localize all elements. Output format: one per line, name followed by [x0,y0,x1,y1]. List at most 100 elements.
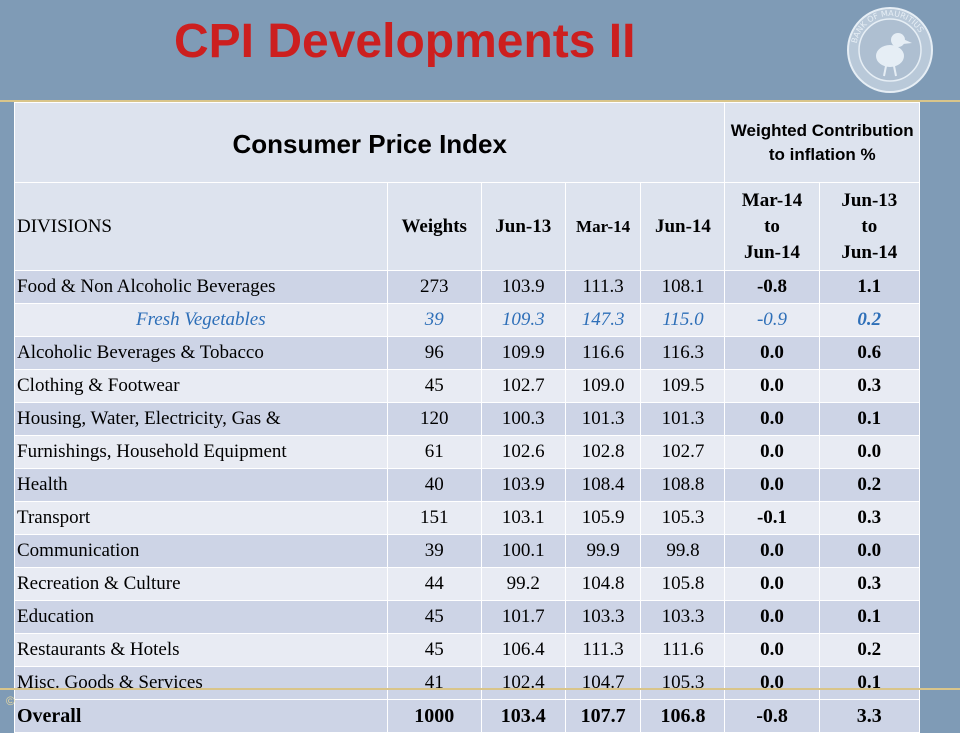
table-title: Consumer Price Index [13,102,726,183]
cell-weight: 45 [386,369,482,403]
cell-contrib-2: 0.3 [818,567,921,601]
cell-mar14: 99.9 [564,534,642,568]
header-divider [0,100,960,102]
cell-jun14: 106.8 [640,699,726,733]
cell-name: Housing, Water, Electricity, Gas & [14,402,388,436]
cell-contrib-1: 0.0 [724,402,820,436]
cell-contrib-2: 0.1 [818,402,921,436]
cell-weight: 61 [386,435,482,469]
cell-jun13: 102.7 [480,369,566,403]
cell-mar14: 101.3 [564,402,642,436]
slide-title: CPI Developments II [174,15,636,68]
cell-jun13: 103.9 [480,270,566,304]
cell-jun13: 103.9 [480,468,566,502]
col-c2-line1: Jun-13 [841,189,898,211]
cell-weight: 96 [386,336,482,370]
cell-contrib-1: 0.0 [724,435,820,469]
cell-jun13: 103.1 [480,501,566,535]
table-row: Housing, Water, Electricity, Gas & 120 100… [14,402,921,436]
cell-jun13: 100.1 [480,534,566,568]
cell-mar14: 107.7 [564,699,642,733]
cell-contrib-2: 0.3 [818,369,921,403]
cell-contrib-1: 0.0 [724,600,820,634]
cell-weight: 273 [386,270,482,304]
cell-contrib-1: -0.9 [724,303,820,337]
col-c1-line2: to [764,215,780,237]
cpi-table: Consumer Price Index Weighted Contributi… [13,102,921,733]
cell-contrib-2: 0.1 [818,666,921,700]
cell-jun13: 103.4 [480,699,566,733]
cell-jun13: 102.4 [480,666,566,700]
col-c1-line3: Jun-14 [744,241,800,263]
cell-weight: 39 [386,303,482,337]
cell-name: Alcoholic Beverages & Tobacco [14,336,388,370]
table-body: Food & Non Alcoholic Beverages 273 103.9 11… [14,270,921,700]
cell-contrib-2: 1.1 [818,270,921,304]
col-c2-line3: Jun-14 [841,241,898,263]
cell-jun14: 99.8 [640,534,726,568]
col-contrib-mar14-jun14: Mar-14 to Jun-14 [724,182,820,271]
cell-contrib-1: -0.8 [724,270,820,304]
cell-jun13: 100.3 [480,402,566,436]
cell-weight: 39 [386,534,482,568]
cell-name: Overall [14,699,388,733]
cell-name: Food & Non Alcoholic Beverages [14,270,388,304]
cell-jun14: 105.3 [640,501,726,535]
cell-name: Education [14,600,388,634]
table-row: Recreation & Culture 44 99.2 104.8 105.8 0.0 0… [14,567,921,601]
cell-jun13: 109.3 [480,303,566,337]
table-row: Communication 39 100.1 99.9 99.8 0.0 0.0 [14,534,921,568]
table-row: Alcoholic Beverages & Tobacco 96 109.9 116.… [14,336,921,370]
contribution-header: Weighted Contribution to inflation % [724,102,920,183]
cell-name: Transport [14,501,388,535]
col-jun14: Jun-14 [640,182,726,271]
cell-jun14: 105.8 [640,567,726,601]
cell-weight: 151 [386,501,482,535]
cell-mar14: 109.0 [564,369,642,403]
cell-weight: 41 [386,666,482,700]
cell-contrib-1: -0.1 [724,501,820,535]
cell-jun14: 116.3 [640,336,726,370]
table-row: Misc. Goods & Services 41 102.4 104.7 105.3 0… [14,666,921,700]
col-weights: Weights [386,182,482,271]
col-divisions: DIVISIONS [14,182,388,271]
cell-mar14: 104.8 [564,567,642,601]
bank-seal-logo: BANK OF MAURITIUS [847,7,933,93]
cell-jun13: 102.6 [480,435,566,469]
cell-name: Recreation & Culture [14,567,388,601]
cell-weight: 45 [386,600,482,634]
cell-contrib-2: 0.2 [818,303,921,337]
table-row: Health 40 103.9 108.4 108.8 0.0 0.2 [14,468,921,502]
col-c1-line1: Mar-14 [741,189,803,211]
cell-contrib-1: 0.0 [724,369,820,403]
cell-mar14: 105.9 [564,501,642,535]
cell-contrib-2: 0.2 [818,633,921,667]
cell-contrib-2: 0.0 [818,534,921,568]
cell-mar14: 108.4 [564,468,642,502]
cell-weight: 120 [386,402,482,436]
col-c2-line2: to [861,215,878,237]
cell-jun13: 106.4 [480,633,566,667]
cell-jun14: 111.6 [640,633,726,667]
cell-mar14: 116.6 [564,336,642,370]
cell-contrib-1: 0.0 [724,534,820,568]
cell-mar14: 111.3 [564,270,642,304]
cell-name: Restaurants & Hotels [14,633,388,667]
cell-contrib-1: 0.0 [724,666,820,700]
cell-mar14: 102.8 [564,435,642,469]
cell-contrib-2: 0.3 [818,501,921,535]
table-row: Transport 151 103.1 105.9 105.3 -0.1 0.3 [14,501,921,535]
cell-jun13: 101.7 [480,600,566,634]
cell-name: Furnishings, Household Equipment [14,435,388,469]
cell-jun14: 108.1 [640,270,726,304]
cell-jun14: 115.0 [640,303,726,337]
cell-name: Misc. Goods & Services [14,666,388,700]
col-jun13: Jun-13 [480,182,566,271]
cell-name: Health [14,468,388,502]
cell-contrib-2: 0.6 [818,336,921,370]
cell-mar14: 103.3 [564,600,642,634]
cell-contrib-2: 0.1 [818,600,921,634]
cell-mar14: 111.3 [564,633,642,667]
footer-divider [0,688,960,690]
cell-weight: 40 [386,468,482,502]
